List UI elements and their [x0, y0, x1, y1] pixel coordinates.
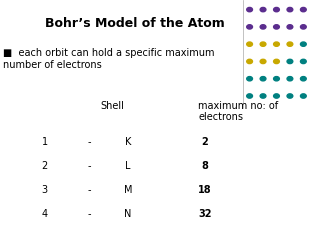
Circle shape — [274, 42, 279, 46]
Text: 1: 1 — [42, 137, 48, 147]
Text: -: - — [88, 209, 91, 219]
Circle shape — [287, 77, 293, 81]
Text: Bohr’s Model of the Atom: Bohr’s Model of the Atom — [44, 17, 224, 30]
Text: 32: 32 — [198, 209, 212, 219]
Circle shape — [247, 7, 252, 12]
Text: maximum no: of
electrons: maximum no: of electrons — [198, 101, 278, 122]
Circle shape — [274, 7, 279, 12]
Text: -: - — [88, 137, 91, 147]
Circle shape — [287, 94, 293, 98]
Circle shape — [287, 7, 293, 12]
Circle shape — [300, 77, 306, 81]
Circle shape — [247, 77, 252, 81]
Text: ■  each orbit can hold a specific maximum
number of electrons: ■ each orbit can hold a specific maximum… — [3, 48, 215, 70]
Circle shape — [287, 42, 293, 46]
Text: 2: 2 — [201, 137, 208, 147]
Text: K: K — [125, 137, 131, 147]
Circle shape — [300, 25, 306, 29]
Text: L: L — [125, 161, 131, 171]
Text: -: - — [88, 161, 91, 171]
Circle shape — [247, 59, 252, 64]
Text: 2: 2 — [42, 161, 48, 171]
Circle shape — [274, 94, 279, 98]
Circle shape — [260, 42, 266, 46]
Circle shape — [247, 94, 252, 98]
Circle shape — [260, 77, 266, 81]
Circle shape — [260, 7, 266, 12]
Text: 4: 4 — [42, 209, 48, 219]
Text: Shell: Shell — [100, 101, 124, 111]
Text: N: N — [124, 209, 132, 219]
Circle shape — [260, 59, 266, 64]
Circle shape — [274, 77, 279, 81]
Circle shape — [274, 25, 279, 29]
Circle shape — [260, 25, 266, 29]
Text: -: - — [88, 185, 91, 195]
Circle shape — [247, 42, 252, 46]
Circle shape — [260, 94, 266, 98]
Text: 8: 8 — [201, 161, 208, 171]
Circle shape — [287, 59, 293, 64]
Circle shape — [300, 94, 306, 98]
Circle shape — [300, 42, 306, 46]
Text: 3: 3 — [42, 185, 48, 195]
Circle shape — [300, 7, 306, 12]
Circle shape — [274, 59, 279, 64]
Circle shape — [300, 59, 306, 64]
Circle shape — [287, 25, 293, 29]
Text: 18: 18 — [198, 185, 212, 195]
Circle shape — [247, 25, 252, 29]
Text: M: M — [124, 185, 132, 195]
